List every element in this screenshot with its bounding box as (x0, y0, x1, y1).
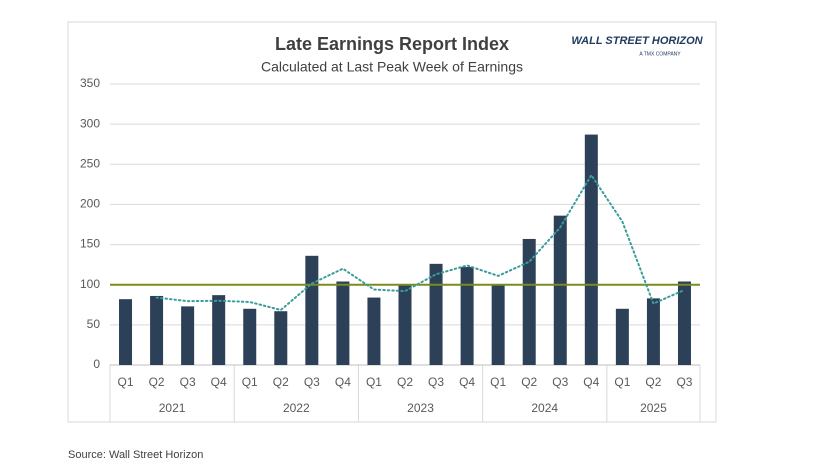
x-tick-label: Q3 (552, 375, 568, 389)
bar (646, 298, 660, 365)
y-tick-label: 300 (80, 116, 100, 130)
x-tick-label: Q1 (614, 375, 630, 389)
bar (336, 281, 350, 365)
y-tick-label: 200 (80, 197, 100, 211)
bar (367, 297, 381, 365)
bar (212, 295, 226, 365)
x-tick-label: Q4 (335, 375, 351, 389)
x-tick-label: Q4 (583, 375, 599, 389)
x-group-label: 2022 (283, 401, 310, 415)
x-group-label: 2021 (159, 401, 186, 415)
y-tick-label: 350 (80, 76, 100, 90)
x-group-label: 2025 (640, 401, 667, 415)
y-tick-label: 100 (80, 277, 100, 291)
x-tick-label: Q4 (459, 375, 475, 389)
y-tick-label: 150 (80, 237, 100, 251)
bar (181, 306, 195, 365)
x-tick-label: Q3 (304, 375, 320, 389)
x-group-label: 2024 (531, 401, 558, 415)
x-tick-label: Q1 (242, 375, 258, 389)
x-tick-label: Q3 (428, 375, 444, 389)
logo-tagline: A TMX COMPANY (639, 51, 681, 57)
bar (460, 267, 474, 365)
bar (677, 281, 691, 365)
y-tick-label: 0 (93, 357, 100, 371)
x-tick-label: Q3 (180, 375, 196, 389)
y-tick-label: 50 (87, 317, 101, 331)
logo: WALL STREET HORIZON (571, 35, 703, 47)
y-tick-label: 250 (80, 156, 100, 170)
bar (243, 308, 257, 365)
chart-title: Late Earnings Report Index (275, 34, 509, 54)
x-tick-label: Q1 (490, 375, 506, 389)
x-tick-label: Q2 (397, 375, 413, 389)
bar (150, 295, 164, 365)
x-tick-label: Q2 (521, 375, 537, 389)
bar (522, 238, 536, 365)
x-tick-label: Q1 (366, 375, 382, 389)
chart-frame (67, 21, 717, 423)
x-tick-label: Q1 (118, 375, 134, 389)
bar (305, 255, 319, 365)
x-tick-label: Q2 (149, 375, 165, 389)
bar (429, 263, 443, 365)
bar (119, 299, 133, 365)
x-tick-label: Q2 (645, 375, 661, 389)
x-tick-label: Q4 (211, 375, 227, 389)
x-tick-label: Q2 (273, 375, 289, 389)
x-group-label: 2023 (407, 401, 434, 415)
bar (398, 284, 412, 365)
source-note: Source: Wall Street Horizon (68, 449, 203, 461)
chart-subtitle: Calculated at Last Peak Week of Earnings (261, 59, 523, 75)
bar (553, 215, 567, 365)
x-tick-label: Q3 (676, 375, 692, 389)
bar (584, 134, 598, 365)
bar (615, 308, 629, 365)
bar (491, 284, 505, 365)
bar (274, 311, 288, 365)
